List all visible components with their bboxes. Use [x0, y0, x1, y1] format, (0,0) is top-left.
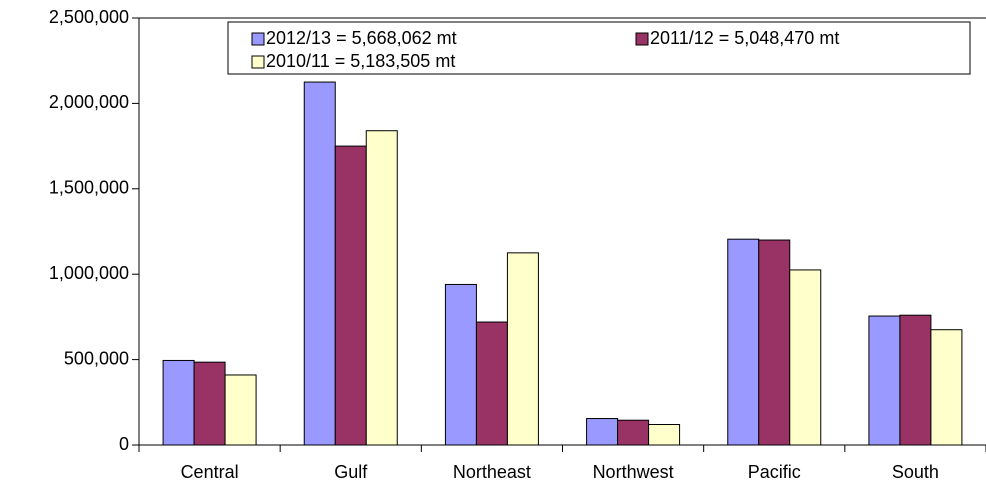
y-tick-label: 1,000,000 — [49, 263, 129, 283]
bar — [727, 238, 760, 446]
bar — [334, 145, 367, 446]
x-tick-label: South — [892, 462, 939, 482]
legend-label: 2011/12 = 5,048,470 mt — [650, 28, 839, 48]
bar — [758, 239, 791, 446]
bar — [506, 252, 539, 446]
y-tick-label: 1,500,000 — [49, 178, 129, 198]
bar — [303, 81, 336, 446]
legend-swatch — [251, 32, 265, 46]
y-tick-label: 2,000,000 — [49, 92, 129, 112]
legend-swatch — [251, 55, 265, 69]
bar — [930, 329, 963, 446]
bar — [617, 419, 650, 446]
bar — [193, 361, 226, 446]
bar — [868, 315, 901, 446]
bar — [899, 314, 932, 446]
x-tick-label: Northwest — [593, 462, 674, 482]
bar — [224, 374, 257, 446]
x-tick-label: Gulf — [334, 462, 368, 482]
x-tick-label: Central — [181, 462, 239, 482]
legend-swatch — [635, 32, 649, 46]
bar — [475, 321, 508, 446]
y-tick-label: 0 — [119, 434, 129, 454]
x-tick-label: Pacific — [748, 462, 801, 482]
bar — [648, 424, 681, 446]
y-tick-label: 500,000 — [64, 348, 129, 368]
bar — [162, 359, 195, 446]
legend-label: 2010/11 = 5,183,505 mt — [266, 51, 455, 71]
bar — [586, 418, 619, 446]
y-tick-label: 2,500,000 — [49, 7, 129, 27]
legend-label: 2012/13 = 5,668,062 mt — [266, 28, 457, 48]
legend — [227, 21, 971, 75]
bar — [789, 269, 822, 446]
x-tick-label: Northeast — [453, 462, 531, 482]
bar — [365, 130, 398, 446]
bar — [444, 283, 477, 446]
